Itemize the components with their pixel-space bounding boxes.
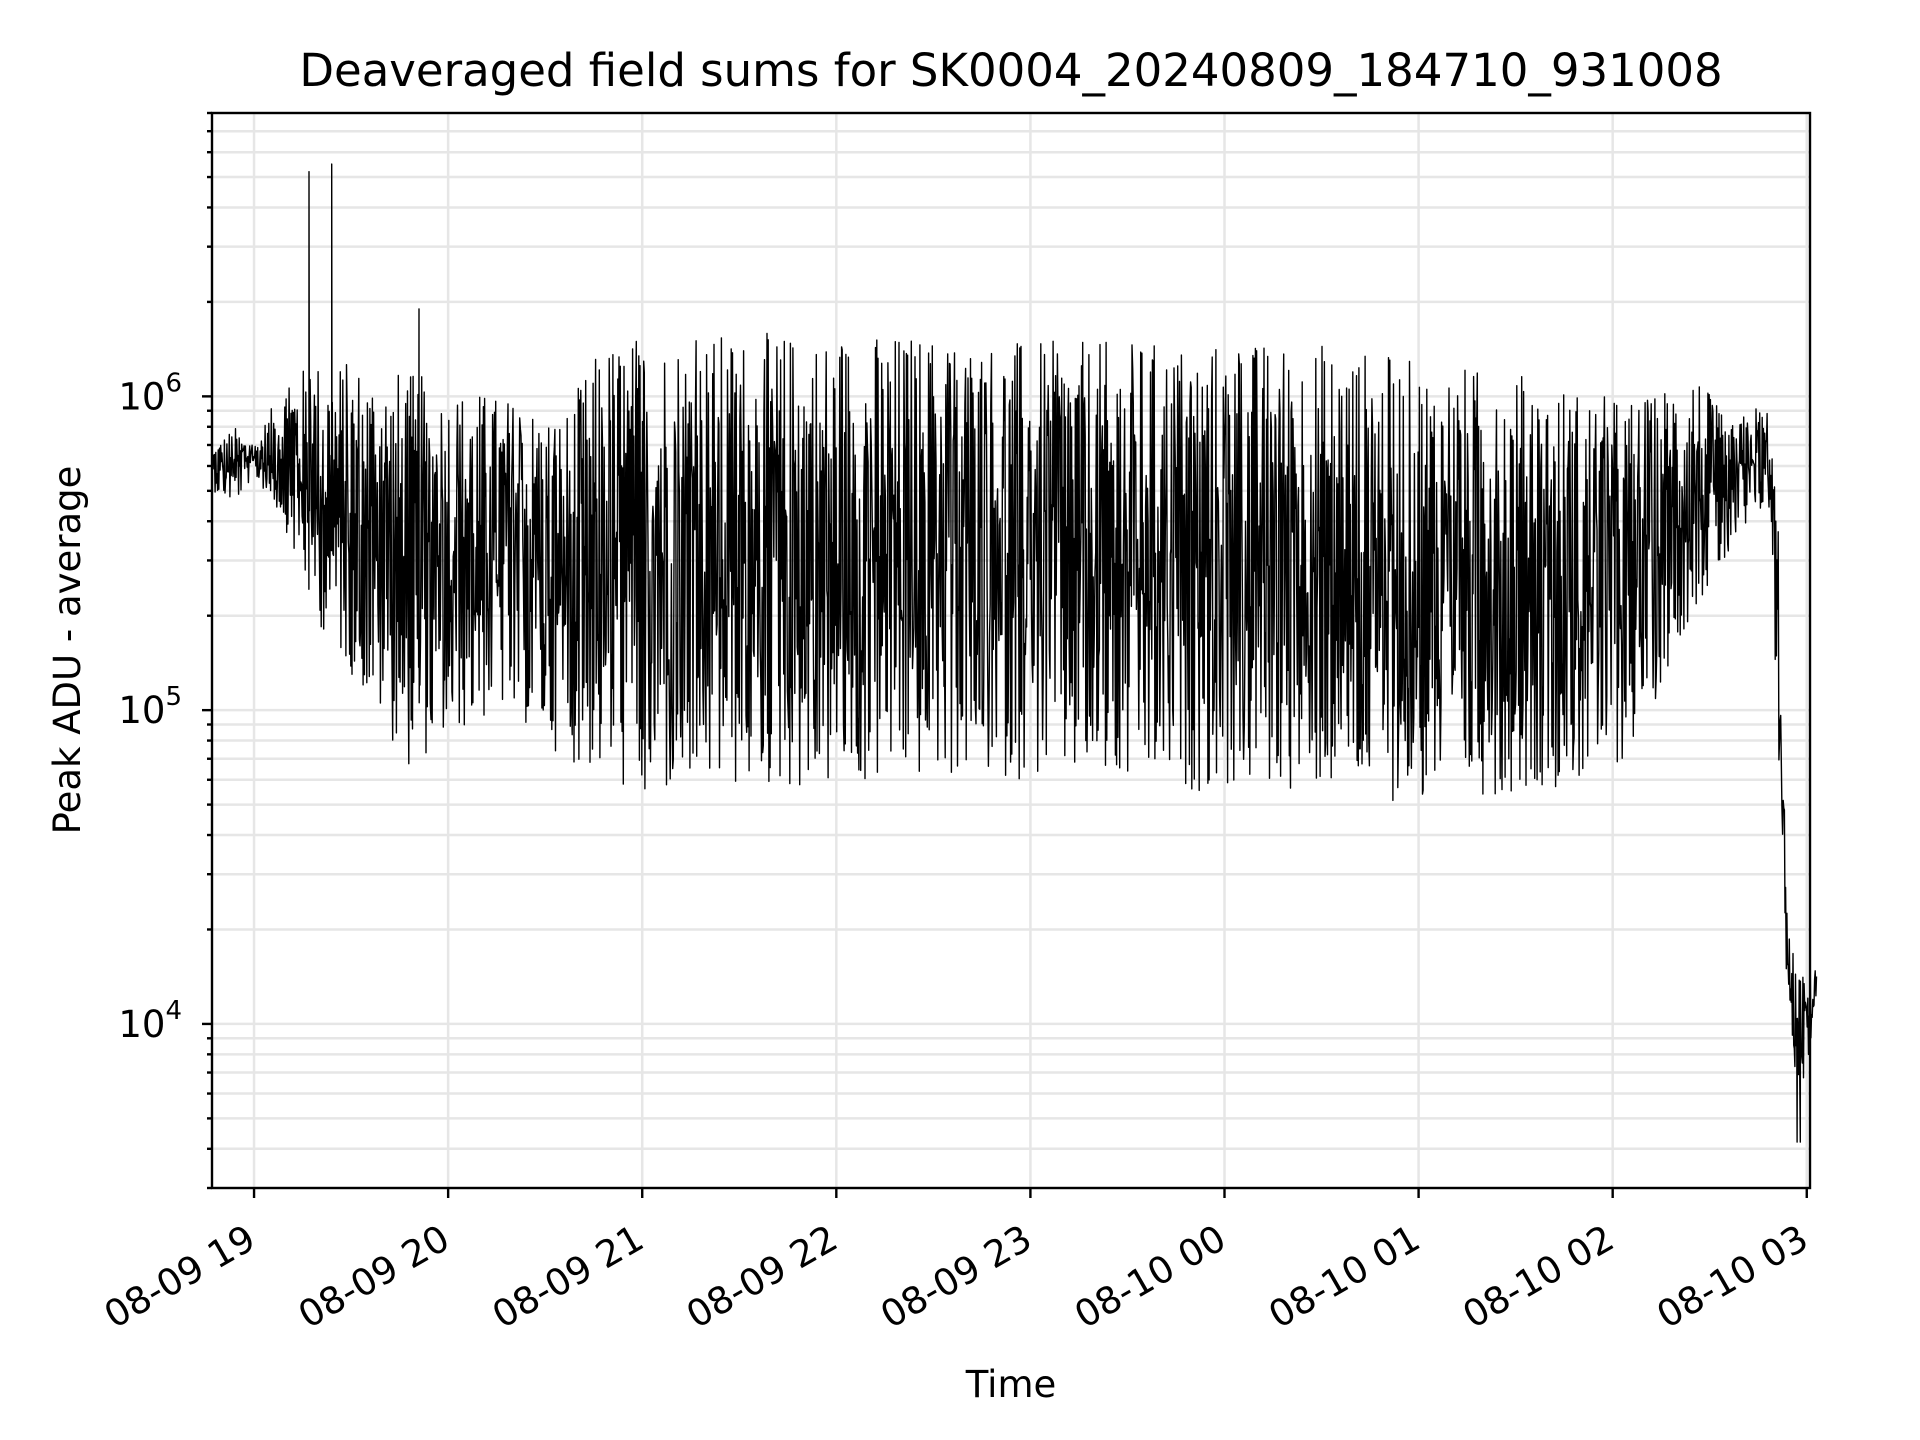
- y-tick-label: 106: [118, 368, 182, 418]
- x-tick-label: 08-09 19: [97, 1217, 263, 1337]
- x-tick-label: 08-09 23: [873, 1217, 1039, 1337]
- chart-title: Deaveraged field sums for SK0004_2024080…: [299, 44, 1722, 97]
- x-tick-label: 08-10 03: [1650, 1217, 1816, 1337]
- x-tick-label: 08-09 21: [485, 1217, 651, 1337]
- x-tick-label: 08-09 20: [291, 1217, 457, 1337]
- x-axis-label: Time: [965, 1363, 1057, 1406]
- y-tick-label: 104: [118, 996, 182, 1046]
- axis-ticks: [202, 111, 1808, 1198]
- y-tick-label: 105: [118, 682, 182, 732]
- x-tick-label: 08-10 02: [1456, 1217, 1622, 1337]
- x-tick-label: 08-10 01: [1262, 1217, 1428, 1337]
- y-axis-label: Peak ADU - average: [46, 466, 89, 835]
- x-tick-label: 08-09 22: [679, 1217, 845, 1337]
- x-tick-label: 08-10 00: [1067, 1217, 1233, 1337]
- plot-frame: [210, 111, 1812, 1190]
- series-line: [212, 163, 1818, 1143]
